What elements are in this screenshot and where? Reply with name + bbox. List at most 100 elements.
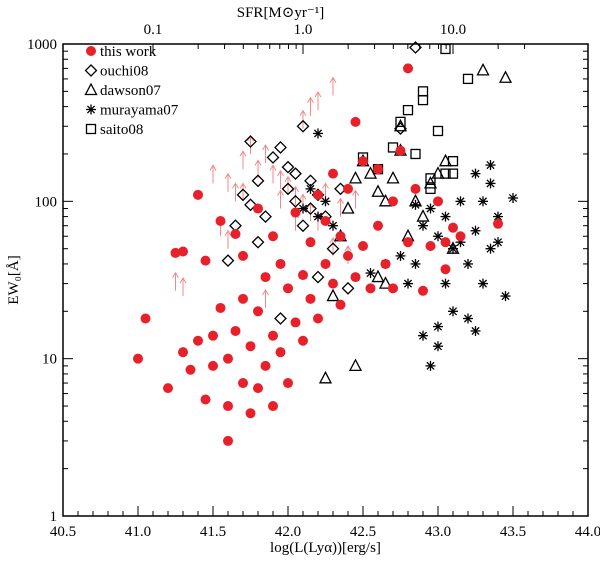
marker-shape [170, 247, 181, 258]
legend-label-ouchi08: ouchi08 [100, 64, 148, 80]
legend-marker-saito08 [85, 123, 97, 135]
x-tick-label: 43.0 [425, 524, 451, 540]
point-this-work [215, 215, 226, 226]
point-this-work [350, 272, 361, 283]
marker-shape [208, 360, 218, 371]
marker-shape [251, 174, 265, 188]
point-saito08 [417, 94, 429, 106]
point-this-work [403, 237, 413, 248]
marker-shape [403, 63, 413, 74]
point-ouchi08 [281, 160, 295, 174]
point-ouchi08 [311, 270, 325, 284]
point-this-work [215, 302, 226, 313]
marker-shape [260, 360, 271, 371]
marker-shape [320, 215, 331, 226]
up-arrow [179, 277, 187, 297]
arrow-head [322, 182, 329, 189]
point-this-work [223, 353, 233, 364]
marker-shape [268, 330, 278, 341]
marker-shape [447, 156, 459, 167]
point-this-work [373, 164, 383, 175]
marker-shape [259, 210, 272, 223]
marker-shape [178, 246, 188, 257]
marker-shape [440, 168, 451, 179]
marker-shape [200, 255, 211, 266]
point-dawson07 [348, 170, 363, 184]
marker-stroke [486, 179, 495, 188]
marker-shape [275, 258, 286, 269]
marker-shape [305, 293, 316, 304]
point-this-work [245, 341, 256, 352]
marker-shape [365, 283, 376, 294]
marker-shape [313, 313, 323, 324]
point-saito08 [462, 73, 474, 85]
point-dawson07 [386, 170, 400, 184]
data-points [133, 41, 518, 446]
marker-shape [440, 237, 451, 248]
marker-shape [253, 383, 263, 394]
marker-shape [320, 258, 331, 269]
point-murayama07 [493, 211, 503, 222]
marker-shape [253, 306, 263, 317]
marker-shape [223, 435, 233, 446]
point-ouchi08 [259, 210, 272, 223]
marker-shape [378, 276, 393, 289]
point-murayama07 [478, 278, 488, 289]
point-ouchi08 [266, 151, 280, 164]
point-this-work [328, 168, 338, 179]
arrow-head [307, 96, 314, 103]
point-murayama07 [433, 321, 443, 332]
marker-shape [215, 302, 226, 313]
arrow-head [337, 197, 344, 204]
point-this-work [223, 435, 233, 446]
point-this-work [298, 270, 308, 281]
point-this-work [163, 383, 173, 394]
marker-shape [238, 378, 248, 389]
marker-shape [328, 278, 338, 289]
marker-stroke [471, 169, 480, 178]
point-saito08 [440, 168, 451, 179]
marker-stroke [366, 269, 375, 278]
marker-stroke [418, 331, 428, 340]
point-this-work [275, 258, 286, 269]
point-saito08 [410, 148, 421, 160]
point-ouchi08 [409, 41, 422, 54]
point-this-work [328, 278, 338, 289]
point-murayama07 [418, 220, 428, 231]
marker-shape [85, 123, 97, 135]
point-this-work [433, 196, 443, 207]
point-murayama07 [463, 258, 473, 269]
point-murayama07 [493, 237, 503, 248]
point-murayama07 [418, 330, 428, 341]
arrow-head [352, 189, 359, 196]
marker-shape [238, 293, 248, 304]
x-tick-label: 42.0 [275, 524, 301, 540]
legend-label-saito08: saito08 [100, 122, 143, 138]
point-saito08 [425, 173, 436, 184]
marker-shape [410, 183, 421, 194]
arrow-head [284, 175, 292, 183]
marker-shape [313, 189, 323, 200]
point-dawson07 [326, 288, 340, 302]
marker-shape [341, 281, 355, 295]
point-saito08 [432, 125, 444, 137]
point-ouchi08 [251, 235, 265, 249]
marker-shape [193, 335, 203, 346]
point-this-work [373, 220, 383, 231]
marker-shape [281, 160, 295, 174]
point-ouchi08 [281, 182, 295, 196]
marker-shape [289, 167, 302, 181]
point-dawson07 [393, 118, 408, 132]
marker-stroke [478, 197, 488, 206]
marker-shape [251, 235, 265, 249]
arrow-head [209, 164, 217, 171]
up-arrow [269, 164, 277, 184]
point-murayama07 [395, 250, 406, 261]
marker-shape [348, 170, 363, 184]
marker-stroke [478, 279, 488, 288]
point-this-work [178, 246, 188, 257]
marker-shape [215, 215, 226, 226]
marker-shape [223, 401, 233, 412]
point-this-work [260, 272, 271, 283]
